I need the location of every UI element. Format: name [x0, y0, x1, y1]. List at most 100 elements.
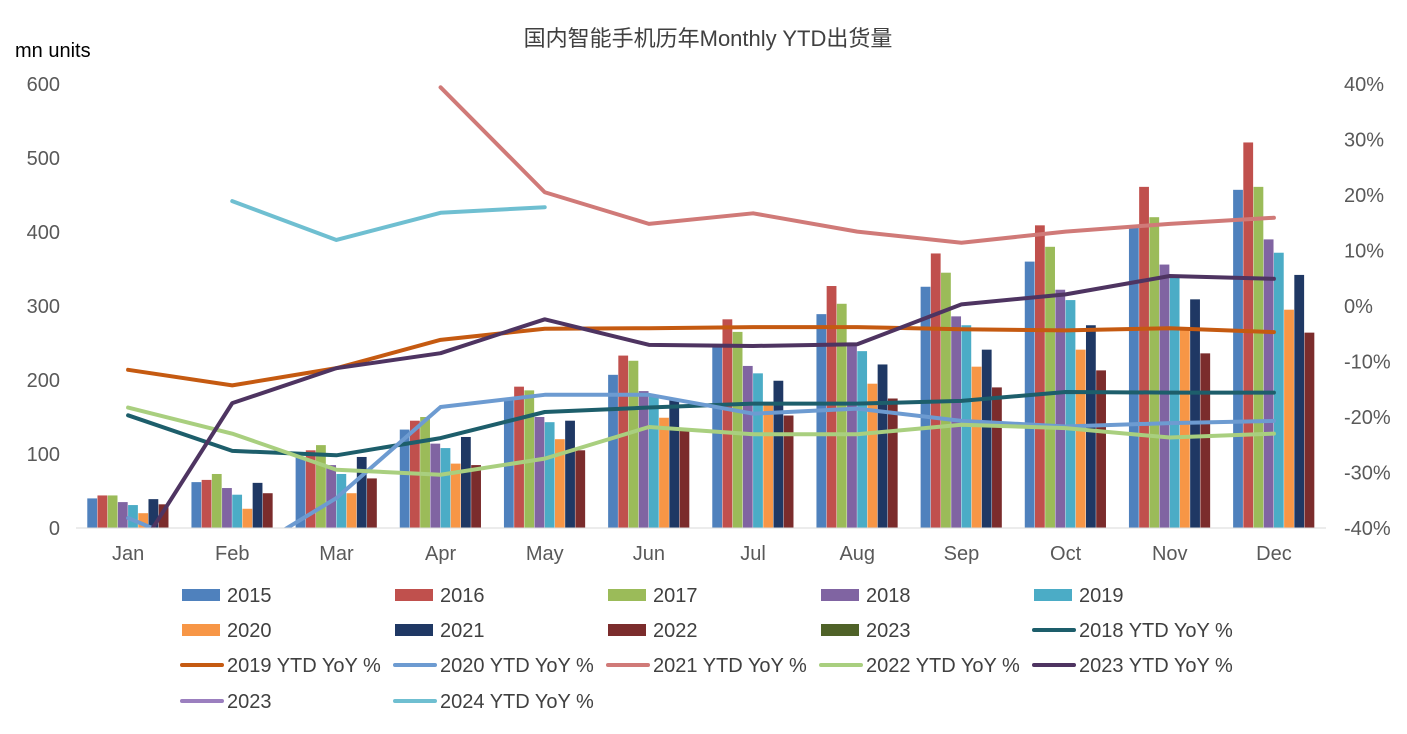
bar-2021-Aug	[877, 364, 888, 528]
x-tick-label: Jun	[633, 543, 665, 565]
bar-2020-Jan	[138, 513, 149, 528]
bar-2021-Jul	[773, 380, 784, 528]
bar-2021-Dec	[1294, 274, 1305, 528]
bar-2015-Apr	[399, 429, 410, 528]
legend-label: 2019 YTD YoY %	[227, 655, 381, 677]
bar-2020-Jul	[763, 405, 774, 528]
bar-2019-Mar	[336, 473, 347, 528]
bar-2022-Jul	[783, 415, 794, 528]
legend-label: 2023	[866, 620, 911, 642]
bar-2018-Oct	[1055, 289, 1066, 528]
bar-2016-Aug	[826, 286, 837, 528]
y-tick-label: 300	[27, 296, 60, 318]
bar-2021-Sep	[981, 349, 992, 528]
bar-2017-Oct	[1045, 246, 1055, 529]
x-tick-label: Apr	[425, 543, 456, 565]
bar-2019-Aug	[857, 351, 868, 528]
x-tick-label: Sep	[944, 543, 980, 565]
line-series-group	[126, 85, 1276, 528]
legend-label: 2016	[440, 585, 485, 607]
x-tick-label: Aug	[839, 543, 875, 565]
bar-2021-Jun	[669, 399, 680, 528]
bar-2019-Jul	[753, 373, 763, 528]
bar-2015-Jul	[712, 344, 723, 528]
legend-swatch	[821, 624, 859, 636]
bar-2019-Jan	[128, 505, 138, 528]
bar-2015-Mar	[295, 456, 306, 528]
legend-swatch	[182, 624, 220, 636]
bar-2016-Sep	[930, 253, 941, 528]
y2-tick-label: -10%	[1344, 352, 1391, 374]
bar-2018-Nov	[1159, 264, 1170, 528]
legend-swatch	[608, 589, 646, 601]
bar-2017-Feb	[211, 473, 222, 528]
x-tick-label: Nov	[1152, 543, 1188, 565]
bar-2020-Aug	[867, 383, 878, 528]
bar-2020-Sep	[971, 366, 982, 528]
bar-2019-Nov	[1169, 276, 1180, 528]
bar-2020-Oct	[1075, 349, 1086, 528]
y-tick-label: 100	[27, 444, 60, 466]
bar-2020-Dec	[1284, 309, 1294, 528]
bar-2022-Jan	[158, 504, 169, 528]
bar-2016-Oct	[1034, 225, 1045, 528]
bar-2015-Feb	[191, 482, 202, 528]
bar-2015-Aug	[816, 314, 827, 528]
bar-2022-Dec	[1304, 332, 1315, 528]
y2-tick-label: 20%	[1344, 185, 1384, 207]
y2-tick-label: -40%	[1344, 518, 1391, 540]
legend-label: 2023 YTD YoY %	[1079, 655, 1233, 677]
y-axis-label: mn units	[15, 40, 91, 62]
bar-2018-Feb	[222, 488, 232, 528]
bar-2016-Mar	[305, 450, 316, 528]
bar-2016-Jun	[618, 355, 629, 528]
legend-label: 2019	[1079, 585, 1124, 607]
bar-2017-Dec	[1253, 186, 1264, 529]
legend-label: 2015	[227, 585, 272, 607]
legend-label: 2023	[227, 691, 272, 713]
line-2024-ytd-yoy-	[230, 199, 547, 242]
bar-2018-Jun	[638, 391, 649, 528]
bar-2017-Mar	[316, 445, 326, 528]
bar-2017-Jun	[628, 360, 639, 528]
y-tick-label: 200	[27, 370, 60, 392]
legend-swatch	[1034, 589, 1072, 601]
bar-2018-Apr	[430, 443, 441, 528]
bar-2019-Jun	[648, 394, 659, 528]
legend-label: 2022 YTD YoY %	[866, 655, 1020, 677]
legend-label: 2018 YTD YoY %	[1079, 620, 1233, 642]
legend-swatch	[821, 589, 859, 601]
bar-2017-Jul	[732, 331, 743, 528]
x-tick-label: Mar	[319, 543, 354, 565]
legend-label: 2024 YTD YoY %	[440, 691, 594, 713]
legend-swatch	[395, 624, 433, 636]
y-tick-label: 400	[27, 222, 60, 244]
legend-swatch	[182, 589, 220, 601]
bar-2018-Dec	[1263, 239, 1274, 528]
legend-label: 2018	[866, 585, 911, 607]
bar-2021-Nov	[1190, 299, 1200, 528]
bar-2021-Mar	[356, 456, 367, 528]
bar-2020-May	[554, 439, 565, 528]
bar-2015-Jan	[87, 498, 98, 528]
bar-2016-Nov	[1139, 186, 1149, 529]
bar-2016-Jul	[722, 319, 733, 528]
legend-label: 2017	[653, 585, 698, 607]
line-2022-ytd-yoy-	[126, 405, 1276, 477]
bar-2019-Oct	[1065, 300, 1076, 528]
bar-2015-Jun	[608, 374, 618, 528]
bar-2022-Sep	[992, 387, 1002, 528]
bar-2016-Dec	[1243, 142, 1254, 528]
y-axis-ticks: 0 100 200 300 400 500 600	[27, 74, 60, 540]
bar-2015-Sep	[920, 286, 931, 528]
bar-2022-Jun	[679, 429, 690, 528]
bar-2022-Aug	[887, 398, 898, 528]
y2-tick-label: 10%	[1344, 241, 1384, 263]
y-tick-label: 600	[27, 74, 60, 96]
bar-2022-May	[575, 450, 586, 528]
line-2019-ytd-yoy-	[126, 325, 1276, 388]
bar-2016-Jan	[97, 495, 108, 528]
bar-2021-Jan	[148, 499, 159, 528]
x-tick-label: Jan	[112, 543, 144, 565]
